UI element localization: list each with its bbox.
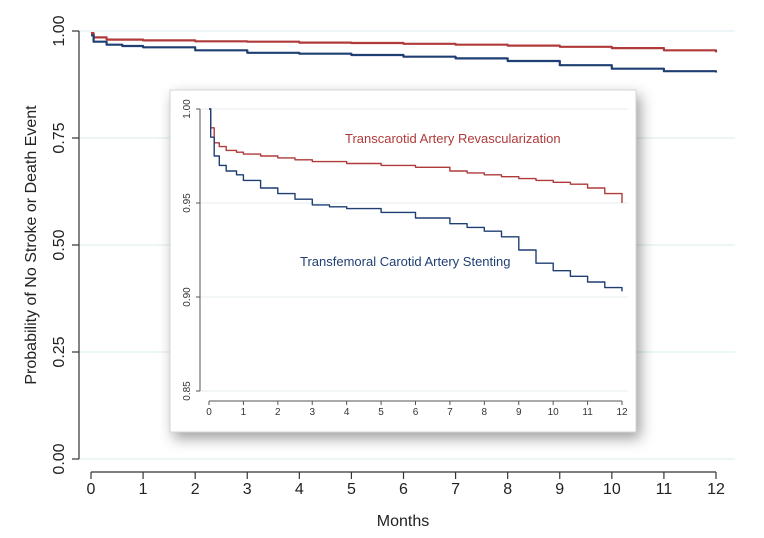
main-y-tick-label: 0.50 [51,229,68,260]
inset-x-tick-labels: 0 1 2 3 4 5 6 7 8 9 10 11 12 [206,407,628,418]
main-y-tick-label: 1.00 [51,15,68,46]
main-x-tick-label: 7 [451,481,460,498]
main-x-tick-label: 8 [503,481,512,498]
main-axes [72,30,717,479]
main-y-tick-label: 0.75 [51,122,68,153]
main-y-tick-label: 0.00 [51,443,68,474]
inset-x-tick-label: 7 [447,407,453,418]
inset-y-tick-labels: 0.85 0.90 0.95 1.00 [182,99,193,401]
main-x-tick-labels: 0 1 2 3 4 5 6 7 8 9 10 11 12 [87,481,725,498]
main-series-lines [91,32,718,73]
inset-x-tick-label: 4 [344,407,350,418]
inset-series-line-1 [209,108,623,292]
main-y-tick-label: 0.25 [51,336,68,367]
main-x-tick-label: 9 [555,481,564,498]
inset-x-tick-label: 0 [206,407,212,418]
main-y-tick-labels: 0.00 0.25 0.50 0.75 1.00 [51,15,68,474]
inset-x-tick-label: 10 [548,407,560,418]
inset-x-tick-label: 11 [582,407,593,418]
main-x-tick-label: 3 [243,481,252,498]
main-x-tick-label: 1 [139,481,148,498]
inset-series-lines [209,108,623,292]
series-label-tfcas: Transfemoral Carotid Artery Stenting [300,254,511,269]
inset-series-line-0 [209,108,623,203]
inset-y-tick-label: 1.00 [182,99,193,119]
main-chart: 0 1 2 3 4 5 6 7 8 9 10 11 12 0.000.250.500.751.00 Mo… [23,15,735,530]
inset-x-tick-label: 3 [309,407,315,418]
inset-x-tick-label: 1 [241,407,247,418]
series-label-tcar: Transcarotid Artery Revascularization [345,131,561,146]
main-x-tick-label: 5 [347,481,356,498]
main-x-tick-label: 4 [295,481,304,498]
main-x-tick-label: 11 [656,481,673,498]
inset-x-tick-label: 8 [482,407,488,418]
inset-x-tick-label: 9 [516,407,522,418]
inset-gridlines [200,108,628,392]
main-series-line-0 [91,32,718,53]
x-axis-title: Months [377,513,429,530]
inset-chart: 0 1 2 3 4 5 6 7 8 9 10 11 12 0.850.900.951.00 Transc… [169,89,637,433]
inset-y-tick-label: 0.85 [182,381,193,401]
inset-x-tick-label: 12 [616,407,628,418]
inset-panel [169,89,637,433]
inset-y-tick-label: 0.90 [182,287,193,307]
inset-axes [196,108,623,405]
main-x-tick-label: 10 [603,481,621,498]
inset-x-tick-label: 5 [378,407,384,418]
inset-x-tick-label: 2 [275,407,281,418]
y-axis-title: Probability of No Stroke or Death Event [23,105,40,385]
main-x-tick-label: 12 [707,481,725,498]
inset-x-tick-label: 6 [413,407,419,418]
main-series-line-1 [91,34,718,73]
main-x-tick-label: 6 [399,481,408,498]
inset-y-tick-label: 0.95 [182,193,193,213]
main-x-tick-label: 2 [191,481,200,498]
main-x-tick-label: 0 [87,481,96,498]
